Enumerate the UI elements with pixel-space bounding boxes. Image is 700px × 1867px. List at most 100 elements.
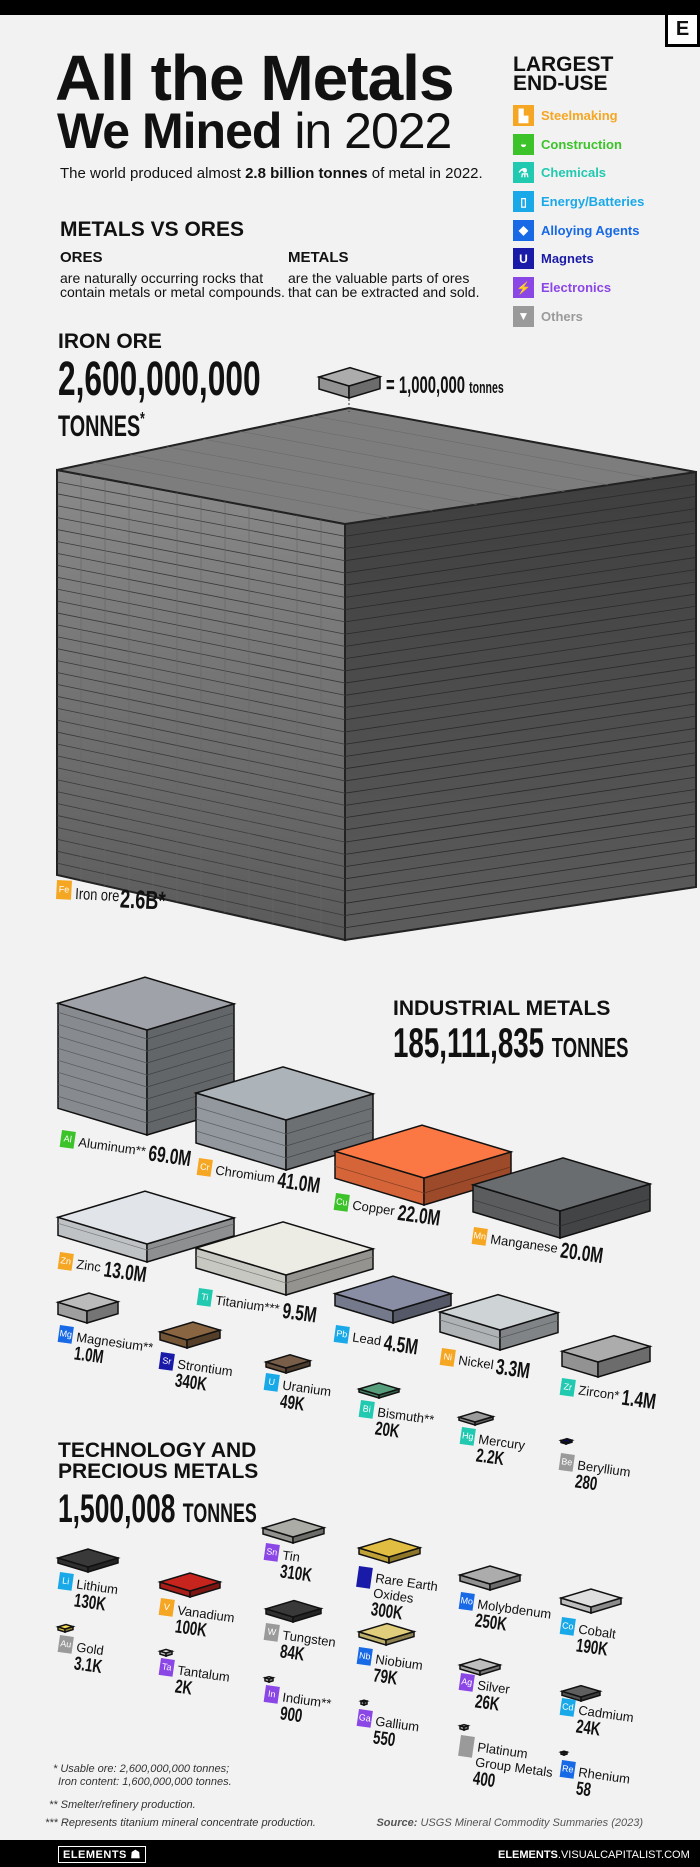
element-badge: Hg bbox=[459, 1427, 476, 1446]
iron-top-line bbox=[93, 461, 389, 518]
bar-icon: ◆ bbox=[513, 219, 534, 241]
legend-label: Magnets bbox=[541, 251, 594, 267]
box-al-layer-line bbox=[146, 1024, 235, 1052]
footnote-titanium: *** Represents titanium mineral concentr… bbox=[45, 1817, 316, 1829]
iron-ore-unit: TONNES* bbox=[58, 404, 189, 442]
element-badge: Mg bbox=[57, 1325, 74, 1344]
metal-value: 69.0M bbox=[146, 1140, 193, 1172]
footer-elements-logo: ELEMENTS ☗ bbox=[58, 1846, 146, 1863]
element-badge: Ni bbox=[439, 1348, 456, 1367]
iron-layer-line bbox=[344, 569, 697, 623]
legend-title-1: LARGEST bbox=[513, 53, 614, 76]
metal-value: 280 bbox=[573, 1471, 599, 1496]
iron-layer-line bbox=[344, 642, 697, 696]
iron-total-value: 2,600,000,000 bbox=[58, 353, 261, 406]
metal-value: 41.0M bbox=[275, 1167, 322, 1199]
iron-layer-line bbox=[344, 520, 697, 574]
scale-unit: tonnes bbox=[469, 378, 504, 397]
box-li-top-face bbox=[55, 1548, 121, 1568]
metal-value: 26K bbox=[473, 1691, 501, 1716]
hardhat-icon: ◒ bbox=[513, 133, 534, 155]
iron-layer-line bbox=[344, 837, 697, 892]
metal-value: 310K bbox=[278, 1561, 314, 1587]
title-bold: We Mined bbox=[57, 103, 282, 159]
footnote-1a: * Usable ore: 2,600,000,000 tonnes; bbox=[53, 1763, 230, 1775]
element-badge: V bbox=[158, 1598, 175, 1617]
element-badge: Cr bbox=[196, 1158, 213, 1177]
box-ti-layer-line bbox=[285, 1256, 374, 1284]
box-ti-layer-line bbox=[195, 1255, 287, 1284]
box-cr-top-face bbox=[193, 1066, 376, 1121]
iron-top-line bbox=[312, 415, 653, 479]
footnote-usable-ore: * Usable ore: 2,600,000,000 tonnes; Iron … bbox=[53, 1763, 232, 1789]
iron-layer-line bbox=[344, 691, 697, 745]
box-al-layer-line bbox=[57, 1035, 148, 1064]
ores-text-1: are naturally occurring rocks that bbox=[60, 270, 264, 286]
iron-layer-line bbox=[344, 496, 697, 549]
box-ni-layer-line bbox=[499, 1320, 559, 1339]
iron-ore-total: 2,600,000,000 bbox=[58, 356, 365, 404]
box-hg-top-face bbox=[456, 1411, 496, 1423]
box-al-layer-line bbox=[146, 1060, 235, 1088]
iron-layer-line bbox=[344, 666, 697, 721]
scale-cube-top-face bbox=[316, 366, 383, 387]
legend-label: Others bbox=[541, 308, 583, 324]
element-badge: Nb bbox=[356, 1647, 373, 1666]
element-badge: Cu bbox=[333, 1193, 350, 1212]
box-mo-top-face bbox=[457, 1565, 523, 1585]
element-badge: Mn bbox=[471, 1227, 488, 1246]
box-zr-top-face bbox=[559, 1334, 653, 1363]
iron-top-line bbox=[166, 446, 477, 505]
box-zn-layer-line bbox=[57, 1222, 148, 1251]
box-al-layer-line bbox=[146, 1012, 235, 1040]
metal-value: 550 bbox=[371, 1727, 397, 1752]
box-v-top-face bbox=[157, 1572, 223, 1592]
metal-value: 49K bbox=[278, 1391, 306, 1416]
metal-value: 4.5M bbox=[382, 1329, 420, 1360]
box-zn-layer-line bbox=[146, 1223, 235, 1251]
magnet-icon: U bbox=[513, 248, 534, 270]
box-nb-top-face bbox=[356, 1622, 417, 1641]
legend-label: Construction bbox=[541, 136, 622, 152]
box-al-layer-line bbox=[146, 1036, 235, 1064]
iron-top-line bbox=[129, 454, 433, 512]
metal-name: Nickel bbox=[457, 1352, 495, 1373]
metal-value: 1.4M bbox=[620, 1384, 658, 1415]
box-ni-layer-line bbox=[439, 1319, 501, 1339]
elements-logo: E bbox=[665, 15, 700, 47]
box-sr-top-face bbox=[157, 1321, 223, 1341]
iron-layer-line bbox=[344, 801, 697, 855]
plug-icon: ⚡ bbox=[513, 277, 534, 299]
element-badge: Re bbox=[559, 1760, 576, 1779]
box-ag-top-face bbox=[457, 1658, 503, 1672]
gem-icon: ▼ bbox=[513, 305, 534, 327]
subtitle-highlight: 2.8 billion tonnes bbox=[245, 165, 368, 182]
element-badge: Sn bbox=[263, 1543, 280, 1562]
box-mg-top-face bbox=[55, 1292, 121, 1312]
element-badge: Pb bbox=[333, 1325, 350, 1344]
legend-title: LARGEST END-USE bbox=[513, 53, 614, 94]
element-badge: Zn bbox=[57, 1252, 74, 1271]
tech-heading-2: PRECIOUS METALS bbox=[58, 1460, 259, 1483]
element-badge: U bbox=[263, 1373, 280, 1392]
industrial-heading: INDUSTRIAL METALS bbox=[393, 997, 611, 1020]
element-badge: Ta bbox=[158, 1658, 175, 1677]
element-badge bbox=[356, 1566, 373, 1589]
iron-layer-line bbox=[344, 788, 697, 843]
tech-unit: TONNES bbox=[182, 1498, 257, 1528]
box-cu-layer-line bbox=[334, 1165, 425, 1194]
metal-value: 190K bbox=[574, 1635, 610, 1661]
metal-value: 340K bbox=[173, 1370, 209, 1396]
element-badge: Bi bbox=[358, 1400, 375, 1419]
ores-title: ORES bbox=[60, 249, 103, 266]
box-x-top-face bbox=[356, 1537, 423, 1558]
metals-text-2: that can be extracted and sold. bbox=[288, 284, 480, 300]
element-badge: Ag bbox=[458, 1673, 475, 1692]
box-ta-top-face bbox=[157, 1648, 175, 1654]
element-badge: W bbox=[263, 1623, 280, 1642]
iron-layer-line bbox=[344, 557, 697, 611]
metal-value: 84K bbox=[278, 1641, 306, 1666]
metals-definition: METALS are the valuable parts of ores that… bbox=[288, 250, 479, 299]
footer-site-link[interactable]: ELEMENTS.VISUALCAPITALIST.COM bbox=[498, 1849, 690, 1861]
